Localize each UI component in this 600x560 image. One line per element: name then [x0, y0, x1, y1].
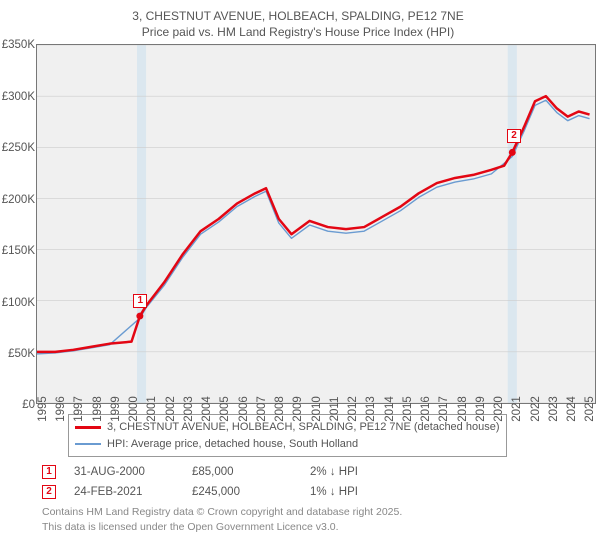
x-tick-label: 2009 — [292, 397, 304, 423]
x-tick-label: 2006 — [238, 397, 250, 423]
x-tick-label: 2015 — [402, 397, 414, 423]
x-tick-label: 2013 — [365, 397, 377, 423]
chart-plot — [37, 45, 595, 403]
title-line2: Price paid vs. HM Land Registry's House … — [8, 24, 588, 40]
x-tick-label: 2000 — [128, 397, 140, 423]
y-tick-label: £350K — [2, 39, 35, 51]
note-date: 31-AUG-2000 — [74, 466, 174, 478]
x-tick-label: 2008 — [274, 397, 286, 423]
x-tick-label: 2014 — [384, 397, 396, 423]
note-row: 1 31-AUG-2000 £85,000 2% ↓ HPI — [42, 465, 588, 479]
legend-swatch — [75, 443, 101, 444]
x-tick-label: 2012 — [347, 397, 359, 423]
x-tick-label: 1997 — [73, 397, 85, 423]
y-tick-label: £200K — [2, 194, 35, 206]
y-tick-label: £150K — [2, 245, 35, 257]
legend-label: HPI: Average price, detached house, Sout… — [107, 436, 358, 453]
footer-license: This data is licensed under the Open Gov… — [42, 520, 588, 534]
x-tick-label: 2007 — [256, 397, 268, 423]
x-tick-label: 2023 — [548, 397, 560, 423]
x-tick-label: 1998 — [92, 397, 104, 423]
legend-label: 3, CHESTNUT AVENUE, HOLBEACH, SPALDING, … — [107, 419, 500, 436]
chart-marker-2: 2 — [507, 129, 521, 143]
footer-copyright: Contains HM Land Registry data © Crown c… — [42, 505, 588, 519]
y-tick-label: £300K — [2, 91, 35, 103]
x-tick-label: 1999 — [110, 397, 122, 423]
x-tick-label: 1996 — [55, 397, 67, 423]
x-tick-label: 2002 — [165, 397, 177, 423]
x-tick-label: 2005 — [219, 397, 231, 423]
x-tick-label: 2025 — [584, 397, 596, 423]
x-tick-label: 2022 — [530, 397, 542, 423]
x-tick-label: 2016 — [420, 397, 432, 423]
x-tick-label: 2017 — [438, 397, 450, 423]
note-marker: 1 — [42, 465, 56, 479]
note-price: £245,000 — [192, 486, 292, 498]
note-date: 24-FEB-2021 — [74, 486, 174, 498]
y-tick-label: £50K — [8, 348, 35, 360]
note-delta: 2% ↓ HPI — [310, 466, 410, 478]
x-tick-label: 2020 — [493, 397, 505, 423]
x-tick-label: 2001 — [146, 397, 158, 423]
x-tick-label: 2021 — [511, 397, 523, 423]
x-tick-label: 2003 — [183, 397, 195, 423]
legend-item: 3, CHESTNUT AVENUE, HOLBEACH, SPALDING, … — [75, 419, 500, 436]
legend-item: HPI: Average price, detached house, Sout… — [75, 436, 500, 453]
price-chart: £0£50K£100K£150K£200K£250K£300K£350K1995… — [36, 44, 596, 404]
note-marker: 2 — [42, 485, 56, 499]
y-tick-label: £100K — [2, 297, 35, 309]
x-tick-label: 2018 — [457, 397, 469, 423]
x-tick-label: 1995 — [37, 397, 49, 423]
x-tick-label: 2011 — [329, 397, 341, 422]
x-tick-label: 2004 — [201, 397, 213, 423]
chart-marker-1: 1 — [133, 294, 147, 308]
title-line1: 3, CHESTNUT AVENUE, HOLBEACH, SPALDING, … — [8, 8, 588, 24]
x-tick-label: 2019 — [475, 397, 487, 423]
x-tick-label: 2010 — [311, 397, 323, 423]
note-price: £85,000 — [192, 466, 292, 478]
note-delta: 1% ↓ HPI — [310, 486, 410, 498]
sale-notes: 1 31-AUG-2000 £85,000 2% ↓ HPI 2 24-FEB-2… — [42, 465, 588, 499]
note-row: 2 24-FEB-2021 £245,000 1% ↓ HPI — [42, 485, 588, 499]
y-tick-label: £250K — [2, 142, 35, 154]
y-tick-label: £0 — [22, 399, 35, 411]
x-tick-label: 2024 — [566, 397, 578, 423]
legend-swatch — [75, 426, 101, 429]
